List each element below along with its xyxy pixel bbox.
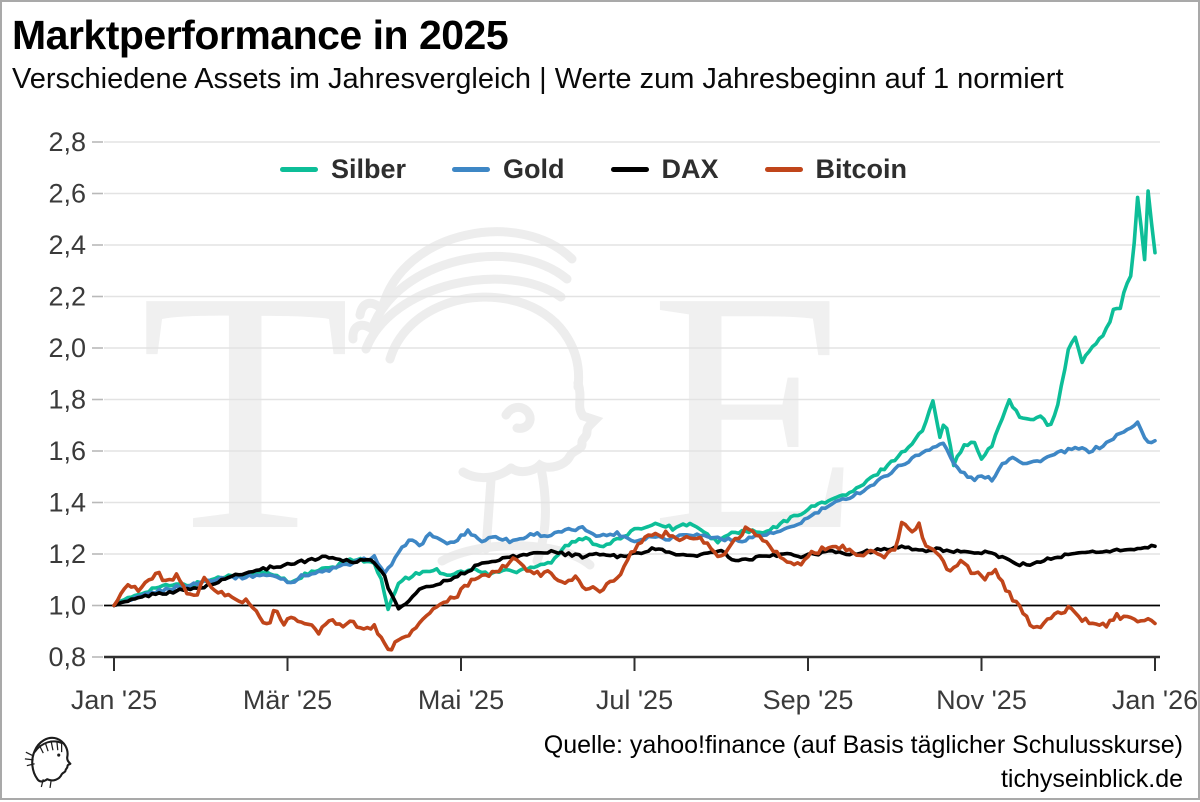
legend-item-silber: Silber bbox=[280, 154, 406, 185]
site-link: tichyseinblick.de bbox=[1000, 765, 1183, 793]
y-tick-label: 2,0 bbox=[48, 333, 86, 363]
x-tick-label: Mär '25 bbox=[243, 685, 332, 715]
y-tick-label: 2,2 bbox=[48, 282, 86, 312]
y-tick-label: 1,4 bbox=[48, 488, 86, 518]
y-tick-label: 1,8 bbox=[48, 385, 86, 415]
x-tick-label: Nov '25 bbox=[936, 685, 1027, 715]
source-text: Quelle: yahoo!finance (auf Basis täglich… bbox=[543, 731, 1183, 759]
y-tick-label: 1,0 bbox=[48, 591, 86, 621]
y-tick-label: 2,4 bbox=[48, 230, 86, 260]
x-tick-label: Jan '26 bbox=[1112, 685, 1198, 715]
y-tick-label: 1,2 bbox=[48, 539, 86, 569]
chart-legend: Silber Gold DAX Bitcoin bbox=[280, 154, 907, 185]
series-line-bitcoin bbox=[112, 520, 1157, 652]
y-tick-label: 0,8 bbox=[48, 642, 86, 672]
x-tick-label: Jul '25 bbox=[596, 685, 673, 715]
legend-item-dax: DAX bbox=[610, 154, 719, 185]
legend-swatch-silber bbox=[280, 167, 318, 172]
y-tick-label: 1,6 bbox=[48, 436, 86, 466]
legend-swatch-gold bbox=[452, 167, 491, 172]
legend-label: Silber bbox=[331, 154, 407, 184]
legend-item-gold: Gold bbox=[452, 154, 565, 185]
legend-label: DAX bbox=[661, 154, 719, 184]
y-tick-label: 2,6 bbox=[48, 179, 86, 209]
y-tick-label: 2,8 bbox=[48, 127, 86, 157]
legend-label: Bitcoin bbox=[815, 154, 908, 184]
x-tick-label: Mai '25 bbox=[418, 685, 504, 715]
series-line-gold bbox=[112, 420, 1157, 608]
x-tick-label: Jan '25 bbox=[71, 685, 157, 715]
page-subtitle: Verschiedene Assets im Jahresvergleich |… bbox=[12, 63, 1064, 95]
legend-swatch-bitcoin bbox=[764, 167, 803, 172]
hermes-head-logo-icon bbox=[24, 736, 72, 789]
legend-item-bitcoin: Bitcoin bbox=[764, 154, 908, 185]
legend-swatch-dax bbox=[610, 167, 649, 172]
x-tick-label: Sep '25 bbox=[763, 685, 854, 715]
page-title: Marktperformance in 2025 bbox=[12, 12, 509, 58]
legend-label: Gold bbox=[503, 154, 565, 184]
